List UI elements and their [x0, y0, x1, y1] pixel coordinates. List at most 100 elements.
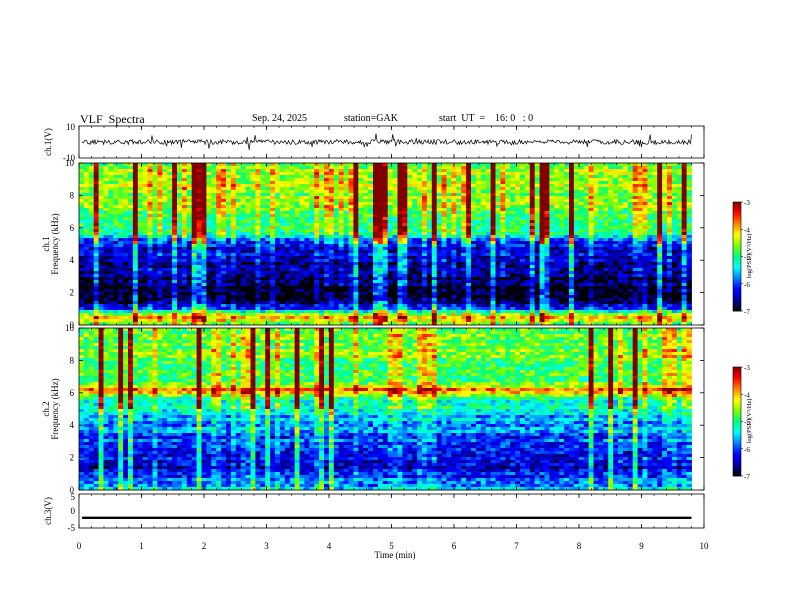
spectrogram-cell	[191, 262, 197, 266]
spectrogram-cell	[446, 187, 452, 191]
spectrogram-cell	[152, 175, 158, 179]
spectrogram-cell	[324, 217, 330, 221]
spectrogram-cell	[363, 268, 369, 272]
spectrogram-cell	[407, 187, 413, 191]
spectrogram-cell	[593, 196, 599, 200]
spectrogram-cell	[289, 229, 295, 233]
spectrogram-cell	[485, 190, 491, 194]
spectrogram-cell	[583, 256, 589, 260]
spectrogram-cell	[172, 229, 178, 233]
spectrogram-cell	[328, 184, 335, 188]
spectrogram-cell	[627, 250, 634, 254]
spectrogram-cell	[578, 214, 585, 218]
spectrogram-cell	[270, 244, 276, 248]
spectrogram-cell	[544, 166, 550, 170]
spectrogram-cell	[142, 244, 148, 248]
spectrogram-cell	[230, 172, 237, 176]
spectrogram-cell	[578, 253, 585, 257]
spectrogram-cell	[637, 181, 643, 185]
spectrogram-cell	[103, 199, 109, 203]
spectrogram-cell	[407, 184, 413, 188]
spectrogram-cell	[113, 238, 119, 242]
spectrogram-cell	[216, 166, 222, 170]
spectrogram-cell	[603, 256, 609, 260]
spectrogram-cell	[520, 193, 526, 197]
spectrogram-cell	[103, 235, 109, 239]
spectrogram-cell	[304, 223, 310, 227]
spectrogram-cell	[250, 232, 256, 236]
spectrogram-cell	[348, 235, 354, 239]
spectrogram-cell	[230, 250, 237, 254]
spectrogram-cell	[181, 262, 188, 266]
spectrogram-cell	[559, 196, 565, 200]
spectrogram-cell	[539, 196, 545, 200]
spectrogram-cell	[681, 178, 687, 182]
spectrogram-cell	[128, 235, 134, 239]
spectrogram-cell	[471, 208, 477, 212]
spectrogram-cell	[270, 259, 276, 263]
spectrogram-cell	[88, 253, 95, 257]
spectrogram-cell	[490, 280, 496, 284]
spectrogram-cell	[265, 226, 271, 230]
spectrogram-cell	[466, 193, 472, 197]
spectrogram-cell	[245, 199, 251, 203]
spectrogram-cell	[324, 256, 330, 260]
spectrogram-cell	[642, 187, 648, 191]
spectrogram-cell	[524, 259, 531, 263]
spectrogram-cell	[583, 184, 589, 188]
spectrogram-cell	[299, 271, 305, 275]
spectrogram-cell	[441, 226, 447, 230]
spectrogram-cell	[128, 163, 134, 167]
spectrogram-cell	[397, 169, 403, 173]
spectrogram-cell	[265, 187, 271, 191]
spectrogram-cell	[461, 229, 467, 233]
spectrogram-cell	[667, 238, 673, 242]
spectrogram-cell	[279, 211, 286, 215]
spectrogram-cell	[578, 199, 585, 203]
spectrogram-cell	[667, 247, 673, 251]
spectrogram-cell	[402, 175, 408, 179]
spectrogram-cell	[510, 265, 516, 269]
spectrogram-cell	[309, 205, 315, 209]
spectrogram-cell	[201, 175, 207, 179]
spectrogram-cell	[667, 274, 673, 278]
spectrogram-cell	[387, 229, 393, 233]
spectrogram-cell	[152, 166, 158, 170]
spectrogram-cell	[118, 169, 124, 173]
spectrogram-cell	[593, 247, 599, 251]
spectrogram-cell	[549, 250, 555, 254]
spectrogram-cell	[461, 178, 467, 182]
spectrogram-cell	[407, 250, 413, 254]
spectrogram-cell	[632, 169, 638, 173]
spectrogram-cell	[475, 199, 482, 203]
spectrogram-cell	[446, 244, 452, 248]
spectrogram-cell	[235, 190, 242, 194]
spectrogram-cell	[524, 208, 531, 212]
spectrogram-cell	[152, 223, 158, 227]
spectrogram-cell	[181, 166, 188, 170]
spectrogram-cell	[564, 193, 570, 197]
spectrogram-cell	[471, 262, 477, 266]
spectrogram-cell	[569, 256, 575, 260]
spectrogram-cell	[142, 262, 148, 266]
spectrogram-cell	[338, 232, 344, 236]
spectrogram-cell	[348, 238, 354, 242]
spectrogram-cell	[397, 241, 403, 245]
spectrogram-cell	[172, 220, 178, 224]
spectrogram-cell	[505, 187, 511, 191]
spectrogram-cell	[613, 208, 619, 212]
spectrogram-cell	[382, 184, 389, 188]
spectrogram-cell	[113, 244, 119, 248]
spectrogram-cell	[132, 238, 139, 242]
spectrogram-cell	[622, 268, 629, 272]
spectrogram-cell	[431, 187, 438, 191]
spectrogram-cell	[554, 271, 560, 275]
spectrogram-cell	[284, 214, 291, 218]
spectrogram-cell	[475, 274, 482, 278]
spectrogram-cell	[622, 217, 629, 221]
spectrogram-cell	[152, 178, 158, 182]
spectrogram-cell	[637, 199, 643, 203]
spectrogram-cell	[79, 274, 85, 278]
spectrogram-cell	[235, 178, 242, 182]
spectrogram-cell	[93, 274, 99, 278]
